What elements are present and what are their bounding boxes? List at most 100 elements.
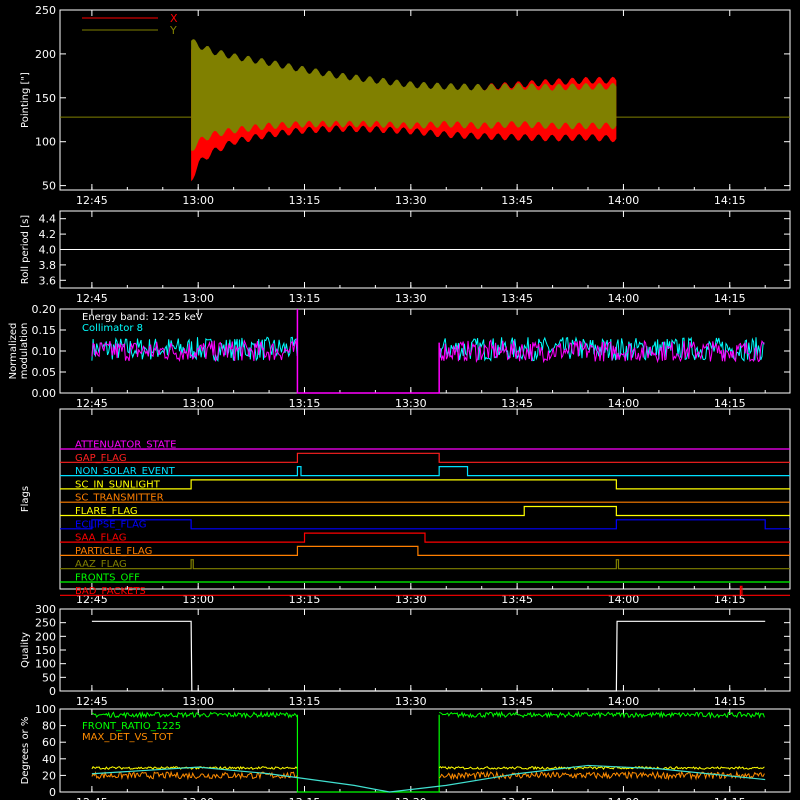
- modulation-xtick-label: 12:45: [76, 397, 108, 410]
- flag-line-bad_packets: [60, 585, 790, 596]
- degrees-xtick-label: 13:00: [182, 796, 214, 800]
- modulation-ytick-label: 0.15: [32, 324, 57, 337]
- flag-label-bad_packets: BAD_PACKETS: [75, 586, 146, 597]
- panel-pointing: 12:45 13:00 13:15 13:30 13:45 14:00 14:15 Point…: [20, 4, 791, 207]
- flag-line-non_solar_event: [60, 466, 790, 477]
- modulation-ytick-label: 0.00: [32, 387, 57, 400]
- quality-xtick-label: 14:15: [714, 695, 746, 708]
- degrees-xtick-label: 13:45: [501, 796, 533, 800]
- pointing-xtick-label: 14:00: [608, 194, 640, 207]
- flag-line-eclipse_flag: [60, 519, 790, 530]
- degrees-xtick-label: 12:45: [76, 796, 108, 800]
- quality-xtick-label: 12:45: [76, 695, 108, 708]
- roll-xtick-label: 14:15: [714, 292, 746, 305]
- flags-xtick-label: 12:45: [76, 593, 108, 606]
- roll-ylabel: Roll period [s]: [20, 215, 31, 284]
- pointing-xtick-label: 13:30: [395, 194, 427, 207]
- modulation-gap: [296, 309, 440, 394]
- pointing-ytick-label: 100: [35, 136, 56, 149]
- legend-label-Y: Y: [169, 24, 177, 37]
- pointing-ylabel: Pointing ["]: [20, 72, 31, 128]
- degrees-xtick-label: 13:30: [395, 796, 427, 800]
- pointing-series-Y: [191, 39, 617, 151]
- modulation-ytick-label: 0.20: [32, 303, 57, 316]
- roll-xtick-label: 12:45: [76, 292, 108, 305]
- modulation-xtick-label: 14:15: [714, 397, 746, 410]
- degrees-ytick-label: 100: [35, 703, 56, 716]
- degrees-ylabel: Degrees or %: [20, 717, 31, 785]
- pointing-ytick-label: 50: [42, 180, 56, 193]
- roll-xtick-label: 13:15: [289, 292, 321, 305]
- degrees-xtick-label: 14:00: [608, 796, 640, 800]
- panel-roll: 12:45 13:00 13:15 13:30 13:45 14:00 14:15 Roll …: [20, 210, 791, 305]
- pointing-frame: [59, 9, 791, 191]
- quality-line: [91, 620, 766, 692]
- flags-xtick-label: 13:30: [395, 593, 427, 606]
- pointing-ytick-label: 150: [35, 92, 56, 105]
- flag-label-flare_flag: FLARE_FLAG: [75, 506, 138, 517]
- flag-line-sc_in_sunlight: [60, 479, 790, 490]
- pointing-ytick-label: 250: [35, 4, 56, 17]
- modulation-annotation: Energy band: 12-25 keV: [82, 312, 203, 323]
- flag-label-aaz_flag: AAZ_FLAG: [75, 559, 127, 570]
- degrees-series-max_det_vs_tot: [438, 770, 765, 781]
- quality-ytick-label: 50: [42, 671, 56, 684]
- quality-xtick-label: 13:45: [501, 695, 533, 708]
- panel-flags: 12:45 13:00 13:15 13:30 13:45 14:00 14:15 Flags…: [20, 408, 791, 606]
- flag-label-gap_flag: GAP_FLAG: [75, 453, 127, 464]
- quality-ytick-label: 300: [35, 603, 56, 616]
- roll-xtick-label: 13:45: [501, 292, 533, 305]
- modulation-ytick-label: 0.10: [32, 345, 57, 358]
- modulation-ytick-label: 0.05: [32, 366, 57, 379]
- modulation-series-1: [438, 339, 765, 364]
- pointing-xtick-label: 13:00: [182, 194, 214, 207]
- flags-xtick-label: 13:15: [289, 593, 321, 606]
- modulation-xtick-label: 14:00: [608, 397, 640, 410]
- pointing-xtick-label: 13:15: [289, 194, 321, 207]
- roll-xtick-label: 14:00: [608, 292, 640, 305]
- flag-label-eclipse_flag: ECLIPSE_FLAG: [75, 519, 146, 530]
- roll-ytick-label: 4.4: [39, 213, 57, 226]
- roll-ytick-label: 3.6: [39, 274, 57, 287]
- degrees-ytick-label: 60: [42, 736, 56, 749]
- legend-label-X: X: [170, 12, 178, 25]
- degrees-series-front_ratio_1225: [91, 710, 298, 720]
- pointing-xtick-label: 14:15: [714, 194, 746, 207]
- pointing-xtick-label: 13:45: [501, 194, 533, 207]
- flags-xtick-label: 14:15: [714, 593, 746, 606]
- roll-ytick-label: 4.2: [39, 228, 57, 241]
- flag-label-particle_flag: PARTICLE_FLAG: [75, 546, 152, 557]
- quality-xtick-label: 13:30: [395, 695, 427, 708]
- modulation-xtick-label: 13:15: [289, 397, 321, 410]
- flag-label-non_solar_event: NON_SOLAR_EVENT: [75, 466, 176, 477]
- flag-line-particle_flag: [60, 545, 790, 556]
- flags-ylabel: Flags: [20, 486, 31, 512]
- quality-ytick-label: 250: [35, 617, 56, 630]
- roll-xtick-label: 13:30: [395, 292, 427, 305]
- panels: 12:45 13:00 13:15 13:30 13:45 14:00 14:15 Point…: [8, 4, 791, 800]
- pointing-xtick-label: 12:45: [76, 194, 108, 207]
- degrees-xtick-label: 13:15: [289, 796, 321, 800]
- flags-xtick-label: 14:00: [608, 593, 640, 606]
- modulation-ylabel: Normalizedmodulation: [8, 323, 30, 380]
- degrees-ytick-label: 0: [49, 786, 56, 799]
- degrees-legend-max_det_vs_tot: MAX_DET_VS_TOT: [82, 732, 174, 743]
- flag-label-sc_transmitter: SC_TRANSMITTER: [75, 493, 164, 504]
- degrees-ytick-label: 20: [42, 769, 56, 782]
- flag-line-flare_flag: [60, 505, 790, 517]
- flag-label-saa_flag: SAA_FLAG: [75, 533, 126, 544]
- flag-line-saa_flag: [60, 532, 790, 543]
- panel-quality: 12:45 13:00 13:15 13:30 13:45 14:00 14:15 Quali…: [20, 603, 791, 708]
- quality-xtick-label: 14:00: [608, 695, 640, 708]
- flags-frame: [59, 408, 791, 590]
- roll-ytick-label: 3.8: [39, 259, 57, 272]
- flag-label-attenuator_state: ATTENUATOR_STATE: [75, 440, 176, 451]
- quality-ytick-label: 100: [35, 658, 56, 671]
- modulation-series-1: [91, 339, 298, 362]
- degrees-xtick-label: 14:15: [714, 796, 746, 800]
- modulation-xtick-label: 13:45: [501, 397, 533, 410]
- quality-ytick-label: 150: [35, 644, 56, 657]
- modulation-xtick-label: 13:30: [395, 397, 427, 410]
- degrees-ytick-label: 40: [42, 753, 56, 766]
- degrees-series-3: [91, 764, 766, 793]
